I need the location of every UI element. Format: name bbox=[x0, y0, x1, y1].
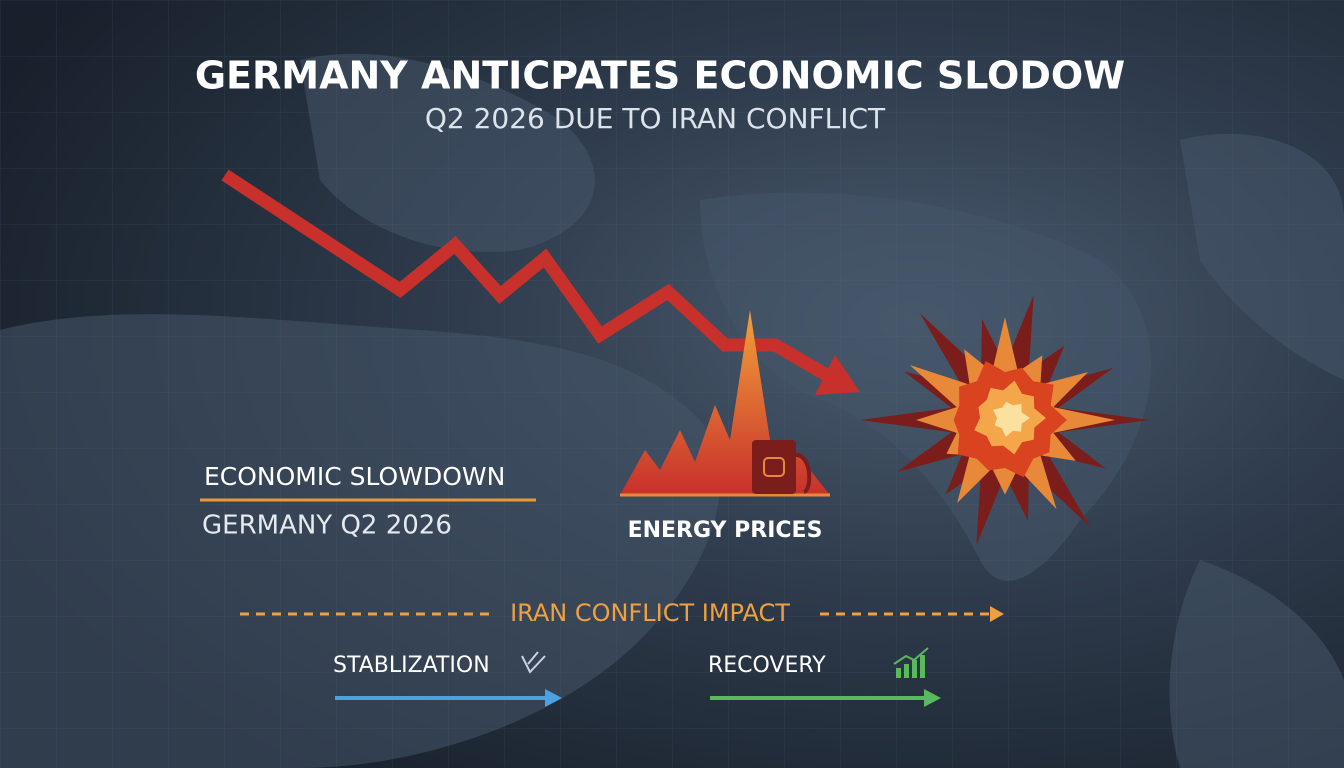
growth-icon bbox=[896, 655, 925, 678]
title: GERMANY ANTICPATES ECONOMIC SLODOW bbox=[195, 54, 1125, 98]
explosion bbox=[860, 294, 1150, 546]
energy-label: ENERGY PRICES bbox=[628, 518, 823, 543]
decline-arrowhead bbox=[815, 355, 860, 395]
slowdown-subtitle: GERMANY Q2 2026 bbox=[202, 511, 452, 541]
stabilization-label: STABLIZATION bbox=[333, 653, 490, 678]
recovery-arrowhead bbox=[924, 689, 941, 707]
impact-label: IRAN CONFLICT IMPACT bbox=[510, 599, 790, 627]
impact-arrowhead bbox=[990, 606, 1004, 622]
oil-barrel bbox=[752, 440, 796, 494]
explosion-center bbox=[993, 401, 1030, 437]
stabilization-arrowhead bbox=[545, 689, 562, 707]
fuel-nozzle bbox=[795, 453, 812, 494]
slowdown-title: ECONOMIC SLOWDOWN bbox=[204, 462, 505, 491]
barrel-icon bbox=[763, 457, 785, 477]
recovery-label: RECOVERY bbox=[708, 653, 826, 678]
dove-icon bbox=[521, 651, 546, 674]
subtitle: Q2 2026 DUE TO IRAN CONFLICT bbox=[425, 102, 886, 135]
growth-line bbox=[893, 647, 929, 665]
